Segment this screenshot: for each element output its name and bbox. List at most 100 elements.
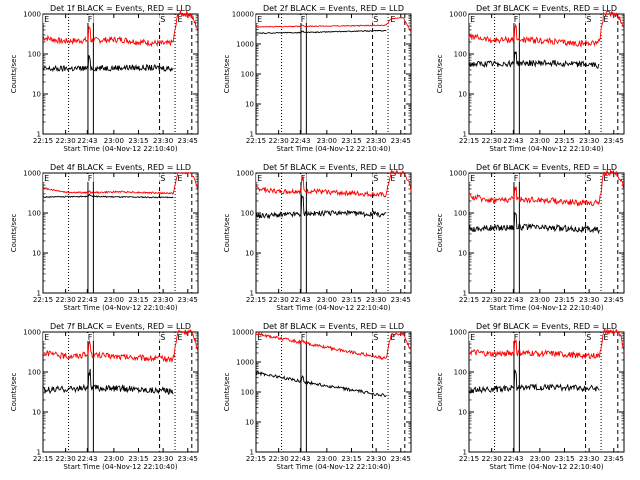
x-tick-label: 22:15 <box>459 137 479 145</box>
y-tick-label: 1000 <box>449 11 467 19</box>
x-tick-label: 22:30 <box>56 137 76 145</box>
marker-backdrop <box>389 174 397 182</box>
event-marker-label: S <box>586 15 591 24</box>
marker-backdrop <box>299 15 307 23</box>
chart-title: Det 2f BLACK = Events, RED = LLD <box>263 4 404 13</box>
event-marker-label: E <box>603 15 608 24</box>
marker-backdrop <box>372 15 380 23</box>
event-marker-label: S <box>160 174 165 183</box>
chart-panel: Det 5f BLACK = Events, RED = LLD 1 10 100 10… <box>223 163 412 312</box>
x-axis-label: Start Time (04-Nov-12 22:10:40) <box>489 145 603 153</box>
y-tick-label: 10 <box>245 250 254 258</box>
event-marker-label: E <box>390 333 395 342</box>
chart-panel: Det 3f BLACK = Events, RED = LLD 1 10 100 10… <box>436 4 625 153</box>
y-tick-label: 1000 <box>236 41 254 49</box>
series-line <box>468 212 600 235</box>
x-tick-label: 22:30 <box>482 296 502 304</box>
x-tick-label: 23:15 <box>128 296 148 304</box>
x-tick-label: 23:45 <box>178 296 198 304</box>
x-axis-label: Start Time (04-Nov-12 22:10:40) <box>63 145 177 153</box>
series-line <box>42 328 199 364</box>
y-tick-label: 1000 <box>449 329 467 337</box>
x-tick-label: 22:15 <box>246 137 266 145</box>
x-tick-label: 23:30 <box>579 296 599 304</box>
y-tick-label: 1 <box>250 290 254 298</box>
series-line <box>255 29 387 34</box>
x-tick-label: 23:15 <box>341 137 361 145</box>
marker-backdrop <box>176 15 184 23</box>
plot-frame <box>468 172 625 294</box>
x-tick-label: 22:43 <box>77 296 97 304</box>
y-tick-label: 1 <box>250 449 254 457</box>
marker-backdrop <box>86 174 94 182</box>
marker-backdrop <box>256 15 264 23</box>
y-axis-label: Counts/sec <box>10 55 18 94</box>
x-tick-label: 23:45 <box>178 137 198 145</box>
y-tick-label: 1 <box>37 449 41 457</box>
event-marker-label: S <box>160 15 165 24</box>
chart-panel: Det 9f BLACK = Events, RED = LLD 1 10 100 10… <box>436 322 625 471</box>
y-tick-label: 1000 <box>236 359 254 367</box>
x-tick-label: 23:00 <box>530 455 550 463</box>
marker-backdrop <box>43 333 51 341</box>
x-tick-label: 22:30 <box>482 455 502 463</box>
event-marker-label: E <box>44 15 49 24</box>
series-line <box>255 370 387 398</box>
series-line <box>468 168 625 207</box>
y-tick-label: 1 <box>250 131 254 139</box>
x-tick-label: 22:15 <box>33 296 53 304</box>
y-tick-label: 10000 <box>232 329 254 337</box>
marker-backdrop <box>299 333 307 341</box>
chart-title: Det 5f BLACK = Events, RED = LLD <box>263 163 404 172</box>
x-tick-label: 23:00 <box>317 137 337 145</box>
marker-backdrop <box>585 174 593 182</box>
marker-backdrop <box>372 333 380 341</box>
series-line <box>255 169 412 198</box>
marker-backdrop <box>159 174 167 182</box>
plot-frame <box>468 13 625 135</box>
x-tick-label: 22:30 <box>482 137 502 145</box>
series-line <box>255 194 387 220</box>
chart-title: Det 6f BLACK = Events, RED = LLD <box>476 163 617 172</box>
y-tick-label: 100 <box>241 210 254 218</box>
plot-frame <box>255 172 412 294</box>
y-tick-label: 10000 <box>232 11 254 19</box>
series-line <box>468 328 625 360</box>
marker-backdrop <box>159 15 167 23</box>
y-tick-label: 10 <box>32 409 41 417</box>
y-tick-label: 10 <box>245 419 254 427</box>
chart-panel: Det 8f BLACK = Events, RED = LLD 1 10 100 10… <box>223 322 412 471</box>
event-marker-label: E <box>470 174 475 183</box>
chart-title: Det 8f BLACK = Events, RED = LLD <box>263 322 404 331</box>
chart-title: Det 7f BLACK = Events, RED = LLD <box>50 322 191 331</box>
x-tick-label: 23:45 <box>391 137 411 145</box>
event-marker-label: E <box>603 174 608 183</box>
x-tick-label: 23:15 <box>554 137 574 145</box>
x-tick-label: 22:15 <box>459 455 479 463</box>
event-marker-label: E <box>44 333 49 342</box>
x-tick-label: 23:30 <box>153 137 173 145</box>
y-tick-label: 100 <box>454 51 467 59</box>
series-line <box>468 369 600 394</box>
event-marker-label: E <box>44 174 49 183</box>
marker-backdrop <box>176 333 184 341</box>
x-axis-label: Start Time (04-Nov-12 22:10:40) <box>489 463 603 471</box>
marker-backdrop <box>512 15 520 23</box>
marker-backdrop <box>585 15 593 23</box>
y-tick-label: 1 <box>463 449 467 457</box>
x-tick-label: 23:15 <box>128 455 148 463</box>
event-marker-label: E <box>257 15 262 24</box>
y-tick-label: 100 <box>454 210 467 218</box>
y-axis-label: Counts/sec <box>436 373 444 412</box>
x-tick-label: 23:15 <box>128 137 148 145</box>
x-tick-label: 23:45 <box>604 455 624 463</box>
marker-backdrop <box>372 174 380 182</box>
event-marker-label: S <box>373 15 378 24</box>
event-marker-label: F <box>88 174 93 183</box>
marker-backdrop <box>389 15 397 23</box>
x-tick-label: 22:43 <box>290 455 310 463</box>
event-marker-label: F <box>88 15 93 24</box>
event-marker-label: F <box>301 333 306 342</box>
event-marker-label: F <box>514 15 519 24</box>
